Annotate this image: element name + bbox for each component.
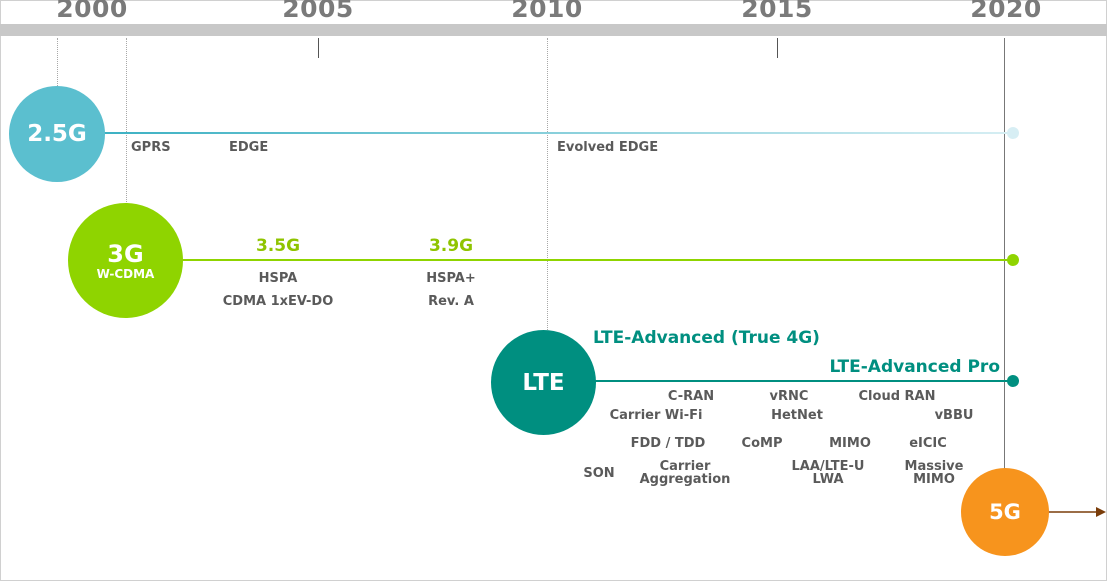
timeline-line-3g xyxy=(175,259,1012,261)
label-hetnet: HetNet xyxy=(771,408,823,423)
circle-label-5g: 5G xyxy=(989,500,1021,524)
year-tick-2015 xyxy=(777,38,778,58)
circle-5g: 5G xyxy=(961,468,1049,556)
label-massive-mimo: Massive MIMO xyxy=(904,459,964,487)
guide-2020 xyxy=(1004,38,1005,470)
end-dot-3g xyxy=(1007,254,1019,266)
year-label-2005: 2005 xyxy=(282,0,354,23)
year-label-2000: 2000 xyxy=(56,0,128,23)
label-edge: EDGE xyxy=(229,140,269,155)
label-mimo: MIMO xyxy=(829,436,871,451)
label-rev-a: Rev. A xyxy=(428,294,474,309)
label-gprs: GPRS xyxy=(131,140,171,155)
label-vbbu: vBBU xyxy=(934,408,974,423)
arrow-5g xyxy=(1040,507,1106,517)
label-cloud-ran: Cloud RAN xyxy=(858,389,936,404)
label-evolved-edge: Evolved EDGE xyxy=(557,140,659,155)
guide-2-5g xyxy=(57,38,58,88)
label-son: SON xyxy=(583,466,615,481)
year-tick-2005 xyxy=(318,38,319,58)
label-fdd-tdd: FDD / TDD xyxy=(630,436,706,451)
milestone-lte-advanced-pro: LTE-Advanced Pro xyxy=(829,357,1000,377)
circle-lte: LTE xyxy=(491,330,596,435)
label-laa-lte-u-lwa: LAA/LTE-U LWA xyxy=(791,459,865,487)
label-carrier-aggregation: Carrier Aggregation xyxy=(639,459,731,487)
timeline-line-lte xyxy=(590,380,1012,382)
label-cdma-1xev-do: CDMA 1xEV-DO xyxy=(222,294,334,309)
label-hspa: HSPA xyxy=(258,271,298,286)
label-vrnc: vRNC xyxy=(769,389,809,404)
circle-2-5g: 2.5G xyxy=(9,86,105,182)
milestone-3-5g: 3.5G xyxy=(255,236,301,256)
label-eicic: eICIC xyxy=(909,436,947,451)
timeline-axis-bar xyxy=(0,24,1107,36)
year-label-2015: 2015 xyxy=(741,0,813,23)
guide-2010 xyxy=(547,38,548,330)
circle-label-lte: LTE xyxy=(522,369,565,396)
circle-label-2-5g: 2.5G xyxy=(27,121,87,147)
timeline-line-2-5g xyxy=(100,132,1012,134)
year-label-2020: 2020 xyxy=(970,0,1042,23)
end-dot-2-5g xyxy=(1007,127,1019,139)
guide-3g xyxy=(126,38,127,204)
label-hspa-plus: HSPA+ xyxy=(426,271,476,286)
label-comp: CoMP xyxy=(741,436,783,451)
end-dot-lte xyxy=(1007,375,1019,387)
circle-label-3g: 3G xyxy=(107,239,144,268)
circle-sublabel-wcdma: W-CDMA xyxy=(96,266,155,281)
label-c-ran: C-RAN xyxy=(667,389,715,404)
label-carrier-wi-fi: Carrier Wi-Fi xyxy=(609,408,703,423)
milestone-3-9g: 3.9G xyxy=(428,236,474,256)
milestone-lte-advanced: LTE-Advanced (True 4G) xyxy=(593,328,820,348)
year-label-2010: 2010 xyxy=(511,0,583,23)
circle-3g: 3G W-CDMA xyxy=(68,203,183,318)
